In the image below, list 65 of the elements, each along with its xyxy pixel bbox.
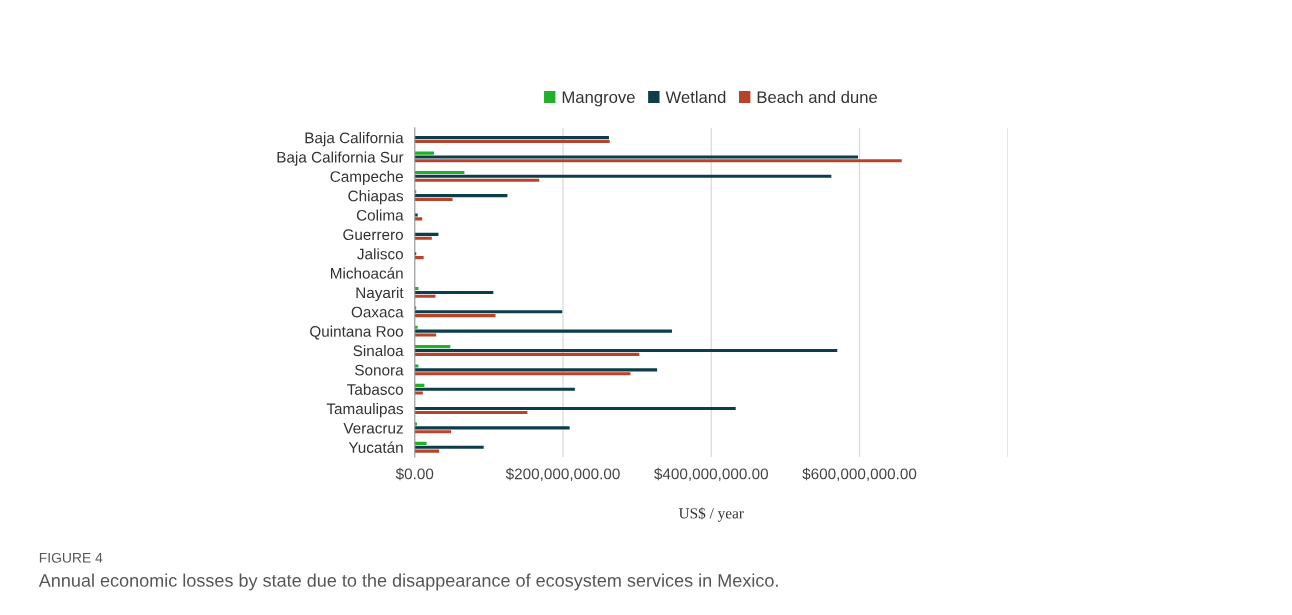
legend-label: Beach and dune: [757, 90, 878, 104]
y-tick-label: Yucatán: [348, 441, 403, 453]
bar: [414, 314, 496, 318]
bar: [414, 387, 575, 391]
y-tick-label: Quintana Roo: [310, 325, 403, 340]
y-tick-label: Sinaloa: [353, 344, 404, 357]
y-tick-label: Chiapas: [348, 190, 404, 205]
bar: [414, 364, 419, 368]
y-tick-label: Michoacán: [331, 267, 403, 279]
bar: [414, 383, 425, 387]
legend-label: Mangrove: [562, 91, 635, 107]
bar: [414, 410, 528, 414]
bar: [414, 352, 640, 356]
bar: [414, 155, 859, 159]
y-tick-label: Campeche: [330, 170, 403, 186]
bar: [414, 430, 452, 434]
bar: [414, 441, 427, 445]
bar: [414, 159, 902, 163]
bar: [414, 236, 432, 240]
x-tick-label: $400,000,000.00: [654, 467, 768, 482]
bar: [414, 170, 465, 174]
text: Annual economic losses by state due to the disappearance of ecosystem services in Mexico.: [38, 573, 778, 591]
y-tick-label: Guerrero: [343, 229, 403, 241]
bar: [414, 194, 508, 198]
y-tick-label: Sonora: [355, 364, 404, 376]
legend-label: Wetland: [665, 90, 726, 104]
bar: [414, 294, 436, 298]
caption: FIGURE 4: [39, 552, 103, 563]
y-tick-label: Nayarit: [356, 286, 404, 302]
bar: [414, 391, 423, 395]
x-tick-label: $600,000,000.00: [802, 467, 917, 482]
bar: [414, 217, 423, 221]
bar: [414, 449, 440, 453]
y-tick-label: Veracruz: [343, 422, 403, 434]
x-tick-label: $0.00: [395, 467, 434, 481]
bar: [414, 426, 570, 430]
bar: [414, 345, 451, 349]
y-tick-label: Jalisco: [357, 248, 403, 260]
bar: [414, 407, 736, 411]
bar: [414, 290, 494, 294]
bar: [414, 310, 563, 314]
y-tick-label: Baja California: [305, 132, 404, 147]
bar: [414, 213, 418, 217]
y-tick-label: Tamaulipas: [326, 403, 404, 418]
bar: [414, 329, 672, 333]
bar: [414, 368, 658, 372]
bar: [414, 348, 838, 353]
bar: [414, 325, 418, 329]
y-tick-label: Colima: [356, 209, 404, 221]
y-tick-label: Oaxaca: [351, 306, 404, 318]
bar: [414, 174, 832, 178]
bar: [414, 333, 437, 337]
bar: [414, 445, 484, 449]
y-tick-label: Tabasco: [347, 383, 403, 395]
x-tick-label: $200,000,000.00: [505, 467, 620, 482]
bar: [414, 151, 435, 155]
bar: [414, 422, 417, 426]
bar: [414, 139, 610, 144]
bar: [414, 197, 453, 202]
bar: [414, 256, 424, 260]
bar: [414, 232, 439, 236]
bar: [414, 178, 540, 182]
bar: [414, 372, 631, 376]
x-axis-title: US$ / year: [678, 507, 744, 522]
y-tick-label: Baja California Sur: [277, 151, 404, 166]
